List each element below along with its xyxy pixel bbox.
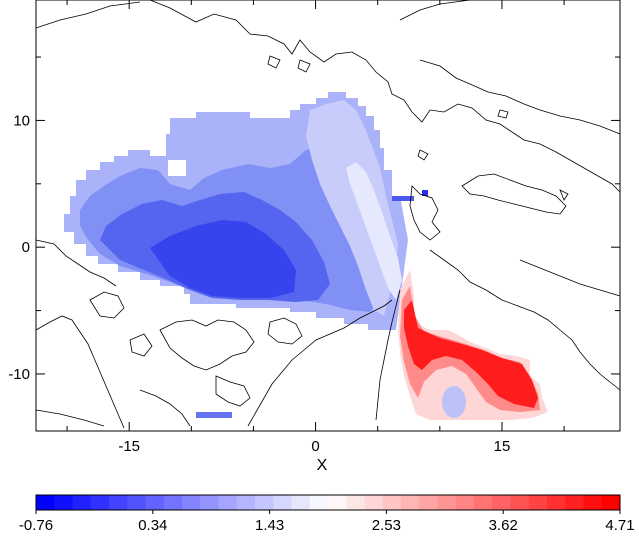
colorbar-label: 1.43 (255, 517, 284, 534)
x-tick-label: 0 (311, 438, 319, 455)
colorbar-cell (218, 495, 238, 510)
x-axis-ticks: -15 0 15 (66, 0, 565, 455)
y-tick-label: -10 (8, 366, 30, 383)
colorbar-cell (382, 495, 402, 510)
coastline-canadian-archipelago (89, 291, 303, 407)
colorbar-cell (565, 495, 584, 510)
blue-strip-bottom (196, 412, 232, 418)
red-anomaly-field (398, 270, 548, 420)
colorbar-cell (401, 495, 420, 510)
coastline-novaya-zemlya (461, 173, 567, 215)
colorbar-cell (419, 495, 438, 510)
colorbar-label: 2.53 (372, 517, 401, 534)
colorbar-cell (601, 495, 621, 510)
y-tick-label: 10 (13, 112, 30, 129)
colorbar-cell (90, 495, 110, 510)
colorbar-cell (255, 495, 274, 510)
coastlines (35, 0, 621, 429)
colorbar-cell (346, 495, 365, 510)
plot-frame (35, 0, 621, 432)
colorbar-cell (54, 495, 73, 510)
colorbar-label: 0.34 (138, 517, 167, 534)
coastline-eurasia-north (35, 0, 621, 193)
blue-field-hole (168, 160, 186, 176)
x-axis-title: X (317, 457, 328, 474)
colorbar-label: 4.71 (605, 517, 634, 534)
colorbar-cell (273, 495, 292, 510)
colorbar-cell (510, 495, 530, 510)
colorbar-cell (127, 495, 146, 510)
colorbar-cell (547, 495, 566, 510)
coastline-north-america (35, 239, 191, 429)
colorbar-cell (109, 495, 128, 510)
y-tick-label: 0 (22, 239, 30, 256)
pale-blue-eddy (442, 386, 466, 418)
blue-patch-small (422, 190, 428, 196)
map-panel: -15 0 15 10 0 -10 X (8, 0, 621, 474)
coastline-small-islands (267, 55, 569, 201)
colorbar-cell (36, 495, 55, 510)
colorbar-cell (145, 495, 165, 510)
colorbar: -0.76 0.34 1.43 2.53 3.62 4.71 (19, 494, 635, 534)
colorbar-cells (36, 495, 621, 510)
blue-field-core (150, 220, 296, 298)
coastline-eurasia-inner (399, 0, 621, 135)
colorbar-cell (328, 495, 347, 510)
colorbar-cell (309, 495, 329, 510)
colorbar-label: -0.76 (19, 517, 53, 534)
colorbar-cell (236, 495, 256, 510)
coastline-scandinavia (429, 249, 621, 391)
blue-field-light-lobe (306, 100, 398, 316)
coastline-svalbard (409, 185, 441, 241)
colorbar-cell (437, 495, 457, 510)
blue-anomaly-field (64, 92, 428, 418)
colorbar-cell (72, 495, 92, 510)
x-tick-label: -15 (118, 438, 140, 455)
colorbar-cell (528, 495, 548, 510)
colorbar-cell (182, 495, 201, 510)
colorbar-cell (163, 495, 183, 510)
colorbar-frame (35, 494, 621, 511)
colorbar-cell (291, 495, 311, 510)
colorbar-labels: -0.76 0.34 1.43 2.53 3.62 4.71 (19, 510, 635, 534)
red-field-core (404, 300, 538, 408)
colorbar-label: 3.62 (489, 517, 518, 534)
colorbar-cell (364, 495, 384, 510)
colorbar-cell (455, 495, 475, 510)
blue-strip-small (392, 196, 414, 201)
colorbar-cell (583, 495, 603, 510)
colorbar-cell (200, 495, 219, 510)
blue-field-pale-edge (346, 162, 402, 300)
y-axis-ticks: 10 0 -10 (8, 56, 620, 383)
colorbar-cell (474, 495, 493, 510)
coastline-greenland (247, 289, 401, 427)
x-tick-label: 15 (494, 438, 511, 455)
colorbar-cell (492, 495, 511, 510)
